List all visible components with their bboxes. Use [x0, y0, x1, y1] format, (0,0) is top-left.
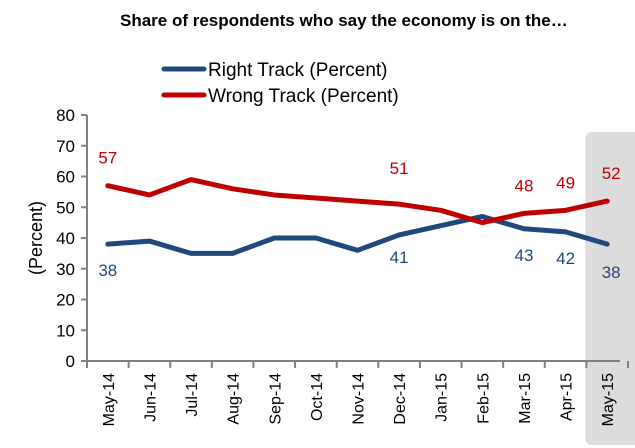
x-tick-label-apr-15: Apr-15 — [559, 373, 576, 421]
data-label-wrong-track-percent-may-15: 52 — [602, 164, 621, 183]
y-tick-label: 40 — [56, 229, 75, 248]
y-tick-label: 10 — [56, 321, 75, 340]
x-tick-label-dec-14: Dec-14 — [392, 373, 409, 425]
data-label-right-track-percent-mar-15: 43 — [515, 246, 534, 265]
data-label-wrong-track-percent-dec-14: 51 — [390, 159, 409, 178]
y-tick-label: 30 — [56, 260, 75, 279]
data-label-wrong-track-percent-apr-15: 49 — [556, 173, 575, 192]
x-tick-label-jun-14: Jun-14 — [142, 373, 159, 422]
x-tick-label-may-14: May-14 — [101, 373, 118, 426]
legend-label-wrong-track-percent: Wrong Track (Percent) — [208, 86, 399, 107]
chart-title: Share of respondents who say the economy… — [120, 11, 568, 30]
x-tick-label-may-15: May-15 — [600, 373, 617, 426]
y-tick-label: 80 — [56, 106, 75, 125]
data-label-right-track-percent-may-15: 38 — [602, 263, 621, 282]
x-tick-label-aug-14: Aug-14 — [226, 373, 243, 425]
x-tick-label-mar-15: Mar-15 — [517, 373, 534, 424]
x-tick-label-nov-14: Nov-14 — [351, 373, 368, 425]
data-label-right-track-percent-dec-14: 41 — [390, 248, 409, 267]
x-tick-label-oct-14: Oct-14 — [309, 373, 326, 421]
x-tick-label-sep-14: Sep-14 — [267, 373, 284, 425]
legend-label-right-track-percent: Right Track (Percent) — [208, 60, 388, 81]
highlight-box-may-15 — [585, 132, 635, 445]
series-group — [105, 177, 610, 256]
data-labels: 38 41 43 42 38 57 51 48 49 52 — [98, 149, 620, 282]
y-tick-label: 50 — [56, 198, 75, 217]
legend: Right Track (Percent) Wrong Track (Percen… — [161, 60, 399, 107]
data-label-right-track-percent-may-14: 38 — [98, 261, 117, 280]
data-label-wrong-track-percent-may-14: 57 — [98, 149, 117, 168]
x-tick-label-jan-15: Jan-15 — [434, 373, 451, 422]
axes: 0 10 20 30 40 50 60 70 80 May-14 Jun-14 Jul-14 Aug-1… — [56, 106, 629, 426]
y-tick-label: 0 — [66, 352, 75, 371]
data-label-wrong-track-percent-mar-15: 48 — [515, 176, 534, 195]
y-tick-label: 20 — [56, 291, 75, 310]
data-label-right-track-percent-apr-15: 42 — [556, 249, 575, 268]
y-axis-title: (Percent) — [26, 201, 46, 275]
y-tick-label: 70 — [56, 137, 75, 156]
x-tick-label-feb-15: Feb-15 — [475, 373, 492, 424]
y-tick-label: 60 — [56, 168, 75, 187]
x-tick-label-jul-14: Jul-14 — [184, 373, 201, 417]
